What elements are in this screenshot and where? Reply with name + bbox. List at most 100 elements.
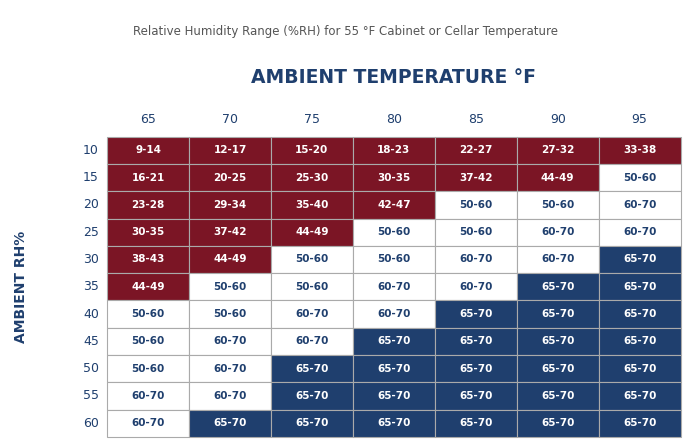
Text: 65-70: 65-70: [377, 364, 410, 374]
Text: 55: 55: [83, 389, 99, 402]
Text: 45: 45: [83, 335, 99, 348]
Bar: [189, 137, 271, 164]
Text: 30-35: 30-35: [377, 172, 410, 183]
Text: 65-70: 65-70: [541, 282, 574, 292]
Text: 44-49: 44-49: [295, 227, 329, 237]
Text: AMBIENT TEMPERATURE °F: AMBIENT TEMPERATURE °F: [252, 68, 536, 87]
Bar: [353, 246, 435, 273]
Bar: [107, 164, 189, 191]
Text: 60-70: 60-70: [623, 227, 656, 237]
Text: 35-40: 35-40: [295, 200, 329, 210]
Text: 65-70: 65-70: [623, 282, 656, 292]
Bar: [517, 327, 598, 355]
Text: 65-70: 65-70: [623, 254, 656, 264]
Text: 65-70: 65-70: [623, 391, 656, 401]
Bar: [517, 219, 598, 246]
Text: 65-70: 65-70: [295, 364, 329, 374]
Text: 95: 95: [632, 113, 647, 126]
Text: 15: 15: [83, 171, 99, 184]
Bar: [598, 273, 681, 300]
Text: 60-70: 60-70: [459, 282, 493, 292]
Text: 65-70: 65-70: [459, 309, 493, 319]
Text: 50-60: 50-60: [214, 309, 247, 319]
Bar: [598, 327, 681, 355]
Text: 65-70: 65-70: [623, 309, 656, 319]
Bar: [517, 137, 598, 164]
Bar: [271, 327, 353, 355]
Bar: [189, 327, 271, 355]
Bar: [189, 355, 271, 382]
Text: 60-70: 60-70: [295, 336, 329, 346]
Bar: [107, 273, 189, 300]
Text: 44-49: 44-49: [541, 172, 574, 183]
Text: 65-70: 65-70: [377, 418, 410, 428]
Text: 65-70: 65-70: [623, 336, 656, 346]
Text: 75: 75: [304, 113, 320, 126]
Text: 85: 85: [468, 113, 484, 126]
Bar: [435, 382, 517, 409]
Text: 20-25: 20-25: [214, 172, 247, 183]
Text: 38-43: 38-43: [131, 254, 164, 264]
Text: 60-70: 60-70: [295, 309, 329, 319]
Text: 16-21: 16-21: [131, 172, 164, 183]
Text: 25-30: 25-30: [295, 172, 328, 183]
Text: 42-47: 42-47: [377, 200, 410, 210]
Bar: [189, 164, 271, 191]
Text: 50-60: 50-60: [541, 200, 574, 210]
Text: 50-60: 50-60: [131, 364, 164, 374]
Text: 30-35: 30-35: [131, 227, 164, 237]
Bar: [107, 382, 189, 409]
Bar: [517, 191, 598, 219]
Text: 9-14: 9-14: [135, 145, 161, 155]
Bar: [189, 219, 271, 246]
Text: 60-70: 60-70: [377, 309, 410, 319]
Bar: [271, 137, 353, 164]
Text: 10: 10: [83, 144, 99, 157]
Bar: [353, 409, 435, 437]
Text: 44-49: 44-49: [214, 254, 247, 264]
Text: 65-70: 65-70: [377, 391, 410, 401]
Text: 33-38: 33-38: [623, 145, 656, 155]
Bar: [598, 164, 681, 191]
Bar: [271, 409, 353, 437]
Bar: [353, 382, 435, 409]
Text: 65: 65: [140, 113, 156, 126]
Text: 60: 60: [83, 417, 99, 430]
Bar: [189, 191, 271, 219]
Bar: [271, 164, 353, 191]
Text: 40: 40: [83, 307, 99, 320]
Bar: [517, 409, 598, 437]
Text: 65-70: 65-70: [541, 364, 574, 374]
Bar: [517, 355, 598, 382]
Text: 50-60: 50-60: [295, 282, 328, 292]
Bar: [435, 409, 517, 437]
Bar: [271, 300, 353, 327]
Bar: [598, 382, 681, 409]
Bar: [517, 273, 598, 300]
Bar: [598, 355, 681, 382]
Text: 29-34: 29-34: [214, 200, 247, 210]
Bar: [353, 164, 435, 191]
Text: 60-70: 60-70: [541, 254, 574, 264]
Text: 65-70: 65-70: [541, 391, 574, 401]
Bar: [435, 355, 517, 382]
Bar: [271, 273, 353, 300]
Bar: [598, 409, 681, 437]
Bar: [517, 300, 598, 327]
Bar: [107, 137, 189, 164]
Bar: [435, 137, 517, 164]
Bar: [353, 219, 435, 246]
Bar: [435, 300, 517, 327]
Text: AMBIENT RH%: AMBIENT RH%: [14, 231, 28, 343]
Bar: [517, 246, 598, 273]
Bar: [107, 327, 189, 355]
Bar: [435, 219, 517, 246]
Bar: [435, 164, 517, 191]
Text: 65-70: 65-70: [623, 418, 656, 428]
Bar: [598, 137, 681, 164]
Bar: [353, 355, 435, 382]
Bar: [353, 191, 435, 219]
Text: 20: 20: [83, 198, 99, 211]
Text: 50-60: 50-60: [460, 200, 493, 210]
Text: 15-20: 15-20: [295, 145, 328, 155]
